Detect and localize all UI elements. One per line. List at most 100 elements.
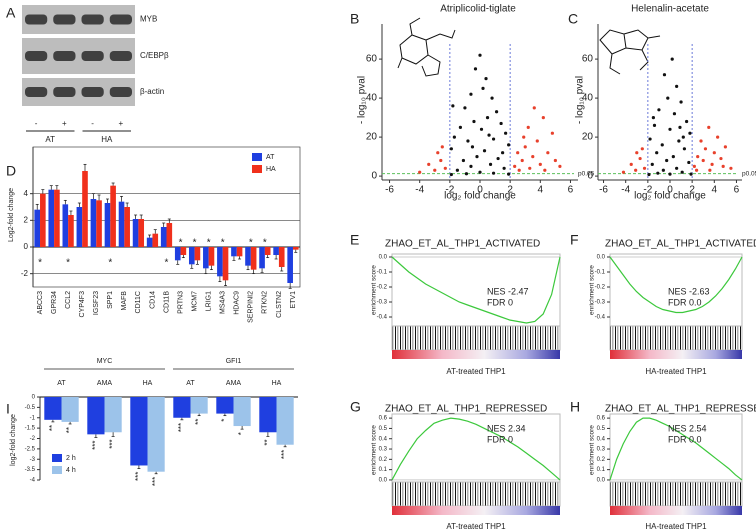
bar (146, 237, 153, 247)
band-label: MYB (140, 15, 157, 24)
point (478, 53, 482, 57)
bar (166, 223, 173, 247)
point (455, 168, 459, 172)
annotation: FDR 0 (487, 434, 513, 444)
point (675, 166, 679, 170)
point (475, 155, 479, 159)
x-tick-label: 2 (507, 185, 513, 196)
y-tick-label: 0.3 (597, 447, 606, 453)
panel-label: B (350, 11, 359, 27)
hit-barcode (391, 481, 561, 507)
x-tick-label: ABCC3 (37, 291, 44, 314)
x-tick-label: AMA (97, 380, 113, 387)
point (550, 131, 554, 135)
rank-gradient (610, 506, 742, 515)
y-tick-label: 0.0 (597, 255, 606, 261)
point (451, 104, 455, 108)
bar (231, 247, 237, 257)
x-axis-label: AT-treated THP1 (446, 367, 506, 376)
point (516, 151, 520, 155)
point (473, 67, 478, 71)
point (507, 143, 511, 147)
y-tick-label: 0 (371, 171, 377, 182)
x-axis-label: HA-treated THP1 (645, 367, 707, 376)
es-curve (391, 256, 561, 324)
point (662, 73, 667, 77)
significance: ** (65, 427, 74, 433)
point (458, 125, 462, 129)
point (716, 135, 720, 139)
bar (87, 397, 105, 435)
band-label: β-actin (140, 87, 164, 96)
y-tick-label: -0.4 (377, 315, 388, 321)
x-tick-label: -6 (599, 185, 608, 196)
chart-title: Atriplicolid-tiglate (440, 4, 516, 15)
point (491, 137, 496, 141)
panel-label: G (350, 399, 361, 415)
y-tick-label: 20 (582, 132, 594, 143)
bar (104, 203, 111, 247)
y-axis-label: Log2-fold change (8, 188, 15, 242)
bar (276, 397, 294, 445)
point (484, 77, 488, 81)
x-tick-label: SERPINI2 (248, 291, 255, 323)
bar (130, 397, 148, 466)
point (661, 168, 665, 172)
lane-label: + (62, 119, 67, 128)
y-tick-label: -3.5 (25, 467, 36, 473)
point (469, 164, 473, 168)
y-tick-label: -0.2 (377, 285, 388, 291)
point (528, 166, 532, 170)
x-tick-label: CD14 (149, 291, 156, 309)
hit-barcode (609, 325, 743, 351)
point (538, 162, 542, 166)
y-axis-label: log2-fold change (10, 414, 17, 466)
point (648, 137, 652, 141)
y-tick-label: 40 (366, 93, 378, 104)
point (499, 121, 503, 126)
blot-band (53, 87, 76, 97)
legend-label: 2 h (66, 455, 76, 462)
point (469, 92, 473, 96)
y-tick-label: 4 (24, 189, 29, 198)
panel-label: C (568, 11, 578, 27)
chart-title: ZHAO_ET_AL_THP1_ACTIVATED (385, 239, 540, 250)
y-tick-label: 0.5 (597, 426, 606, 432)
point (729, 166, 733, 170)
point (491, 171, 496, 175)
y-tick-label: 20 (366, 132, 378, 143)
bar (82, 171, 88, 247)
y-tick-label: 0.1 (597, 467, 606, 473)
point (721, 164, 725, 168)
significance: * (220, 419, 229, 422)
marker: * (193, 238, 197, 249)
x-axis-label: HA-treated THP1 (645, 522, 707, 531)
point (687, 160, 691, 165)
point (638, 156, 642, 161)
bar (152, 233, 159, 247)
blot-band (53, 51, 76, 61)
x-tick-label: CYP4F3 (79, 291, 86, 318)
y-tick-label: 0.0 (379, 478, 388, 484)
x-tick-label: 6 (568, 185, 574, 196)
point (535, 139, 539, 143)
bar (259, 247, 265, 269)
point (694, 168, 699, 172)
blot-band (81, 87, 104, 97)
point (668, 172, 672, 176)
point (647, 172, 651, 177)
x-tick-label: 2 (689, 185, 695, 196)
group-label: AT (45, 135, 55, 144)
band-label: C/EBPβ (140, 51, 169, 60)
significance: *** (280, 450, 289, 459)
x-tick-label: CCL2 (65, 291, 72, 309)
bar (287, 247, 293, 283)
y-tick-label: -2 (30, 436, 36, 442)
legend-label: AT (266, 154, 275, 161)
marker: * (108, 258, 112, 269)
annotation: FDR 0.0 (668, 297, 702, 307)
y-tick-label: 0.2 (379, 457, 388, 463)
point (681, 135, 685, 139)
point (696, 155, 700, 159)
point (513, 164, 517, 168)
